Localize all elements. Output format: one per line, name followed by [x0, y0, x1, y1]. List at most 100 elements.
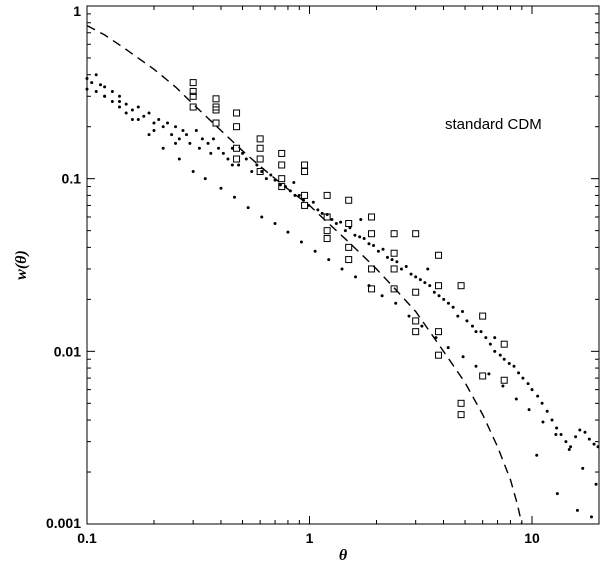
square-marker	[189, 103, 197, 111]
dot-marker	[569, 445, 573, 449]
dot-marker	[136, 118, 140, 122]
dot-marker	[587, 437, 591, 441]
dot-marker	[124, 111, 128, 115]
square-marker	[368, 213, 376, 221]
dot-marker	[380, 294, 384, 298]
square-marker	[368, 285, 376, 293]
dot-marker	[487, 372, 491, 376]
dot-marker	[407, 314, 411, 318]
dot-marker	[203, 177, 207, 181]
dot-marker	[260, 170, 264, 174]
axis-ticks	[86, 5, 600, 525]
dot-marker	[390, 258, 394, 262]
dot-marker	[177, 157, 181, 161]
dot-marker	[241, 151, 245, 155]
dot-marker	[423, 281, 427, 285]
square-marker	[368, 230, 376, 238]
dot-marker	[488, 342, 492, 346]
dot-marker	[340, 267, 344, 271]
x-tick-label: 10	[524, 530, 540, 546]
dot-marker	[170, 133, 174, 137]
dot-marker	[90, 81, 94, 85]
dot-marker	[316, 208, 320, 212]
dot-marker	[264, 177, 268, 181]
dot-marker	[555, 492, 559, 496]
square-marker	[412, 328, 420, 336]
dot-marker	[103, 85, 107, 89]
dot-marker	[465, 319, 469, 323]
square-marker	[233, 155, 241, 163]
square-marker	[212, 106, 220, 114]
dot-marker	[376, 249, 380, 253]
annotation-label: standard CDM	[445, 116, 542, 133]
dot-marker	[94, 89, 98, 93]
dot-marker	[307, 203, 311, 207]
dot-marker	[177, 137, 181, 141]
x-tick-label: 1	[306, 530, 314, 546]
square-marker	[323, 191, 331, 199]
dot-marker	[334, 221, 338, 225]
dot-marker	[110, 99, 114, 103]
dot-marker	[320, 211, 324, 215]
dot-marker	[142, 114, 146, 118]
dot-marker	[474, 364, 478, 368]
dot-marker	[514, 397, 518, 401]
dot-marker	[311, 200, 315, 204]
dot-marker	[446, 301, 450, 305]
dot-marker	[385, 255, 389, 259]
dot-marker	[269, 173, 273, 177]
square-marker	[368, 265, 376, 273]
dot-marker	[498, 353, 502, 357]
dot-marker	[246, 206, 250, 210]
dot-marker	[418, 278, 422, 282]
square-marker	[435, 282, 443, 290]
dot-marker	[85, 77, 89, 81]
square-marker	[256, 155, 264, 163]
dot-marker	[362, 237, 366, 241]
dot-marker	[526, 382, 530, 386]
y-tick-label: 1	[73, 3, 81, 19]
dot-marker	[493, 336, 497, 340]
dot-marker	[273, 178, 277, 182]
dot-marker	[157, 118, 161, 122]
square-marker	[345, 196, 353, 204]
square-marker	[189, 87, 197, 95]
dot-marker	[147, 111, 151, 115]
x-tick-label: 0.1	[77, 530, 97, 546]
dot-marker	[559, 432, 563, 436]
dot-marker	[348, 226, 352, 230]
x-axis-label: θ	[339, 547, 348, 564]
dot-marker	[484, 336, 488, 340]
dashed-curve-layer	[86, 24, 523, 525]
dot-marker	[581, 466, 585, 470]
dot-marker	[152, 121, 156, 125]
dot-marker	[273, 221, 277, 225]
dot-marker	[456, 314, 460, 318]
dot-marker	[161, 146, 165, 150]
dot-marker	[118, 99, 122, 103]
square-marker	[189, 79, 197, 87]
dot-marker	[358, 235, 362, 239]
dot-marker	[283, 185, 287, 189]
square-marker	[233, 144, 241, 152]
square-marker	[390, 249, 398, 257]
dot-marker	[293, 193, 297, 197]
square-marker	[233, 123, 241, 131]
dot-marker	[434, 336, 438, 340]
dot-marker	[206, 141, 210, 145]
dot-marker	[437, 294, 441, 298]
dot-marker	[536, 394, 540, 398]
dot-marker	[426, 267, 430, 271]
dot-marker	[299, 240, 303, 244]
dot-marker	[118, 105, 122, 109]
dot-marker	[502, 357, 506, 361]
dot-marker	[460, 310, 464, 314]
dot-marker	[596, 445, 600, 449]
square-marker	[500, 376, 508, 384]
square-marker	[212, 95, 220, 103]
dot-marker	[103, 94, 107, 98]
square-marker	[500, 340, 508, 348]
dot-marker	[550, 418, 554, 422]
square-marker	[457, 399, 465, 407]
